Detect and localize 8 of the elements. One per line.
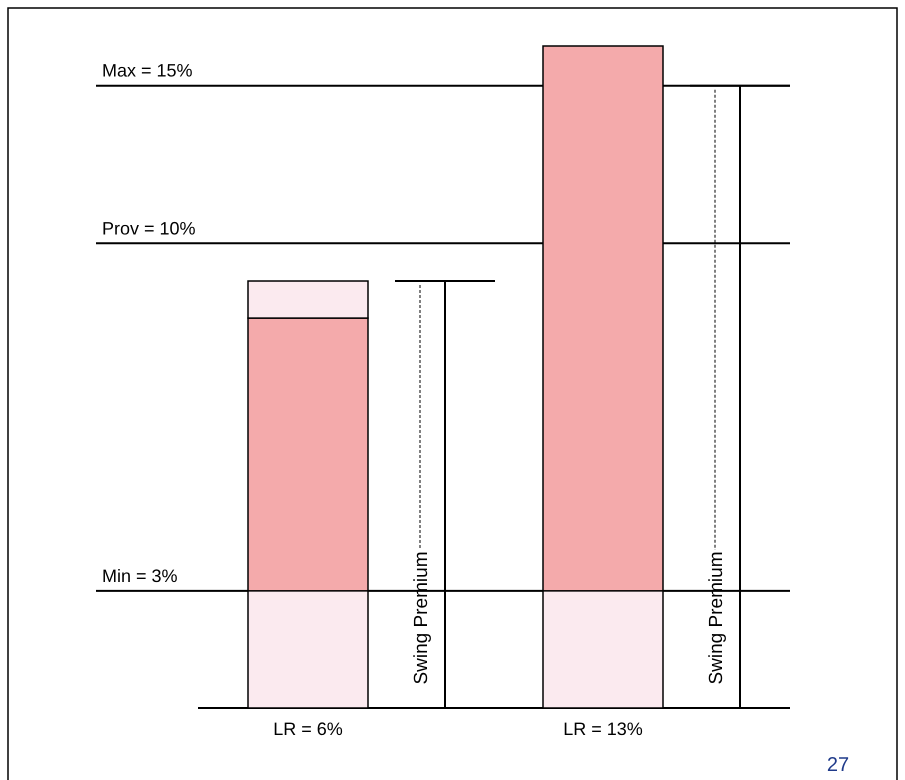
x-tick-label: LR = 13% <box>563 719 643 739</box>
text: 27 <box>826 754 850 776</box>
x-tick-label: LR = 6% <box>273 719 343 739</box>
annotation: Swing Premium <box>411 551 432 685</box>
annotation: Min = 3% <box>102 566 178 586</box>
annotation: Swing Premium <box>706 551 727 685</box>
annotation: Prov = 10% <box>102 218 196 238</box>
annotation: Max = 15% <box>102 60 193 81</box>
